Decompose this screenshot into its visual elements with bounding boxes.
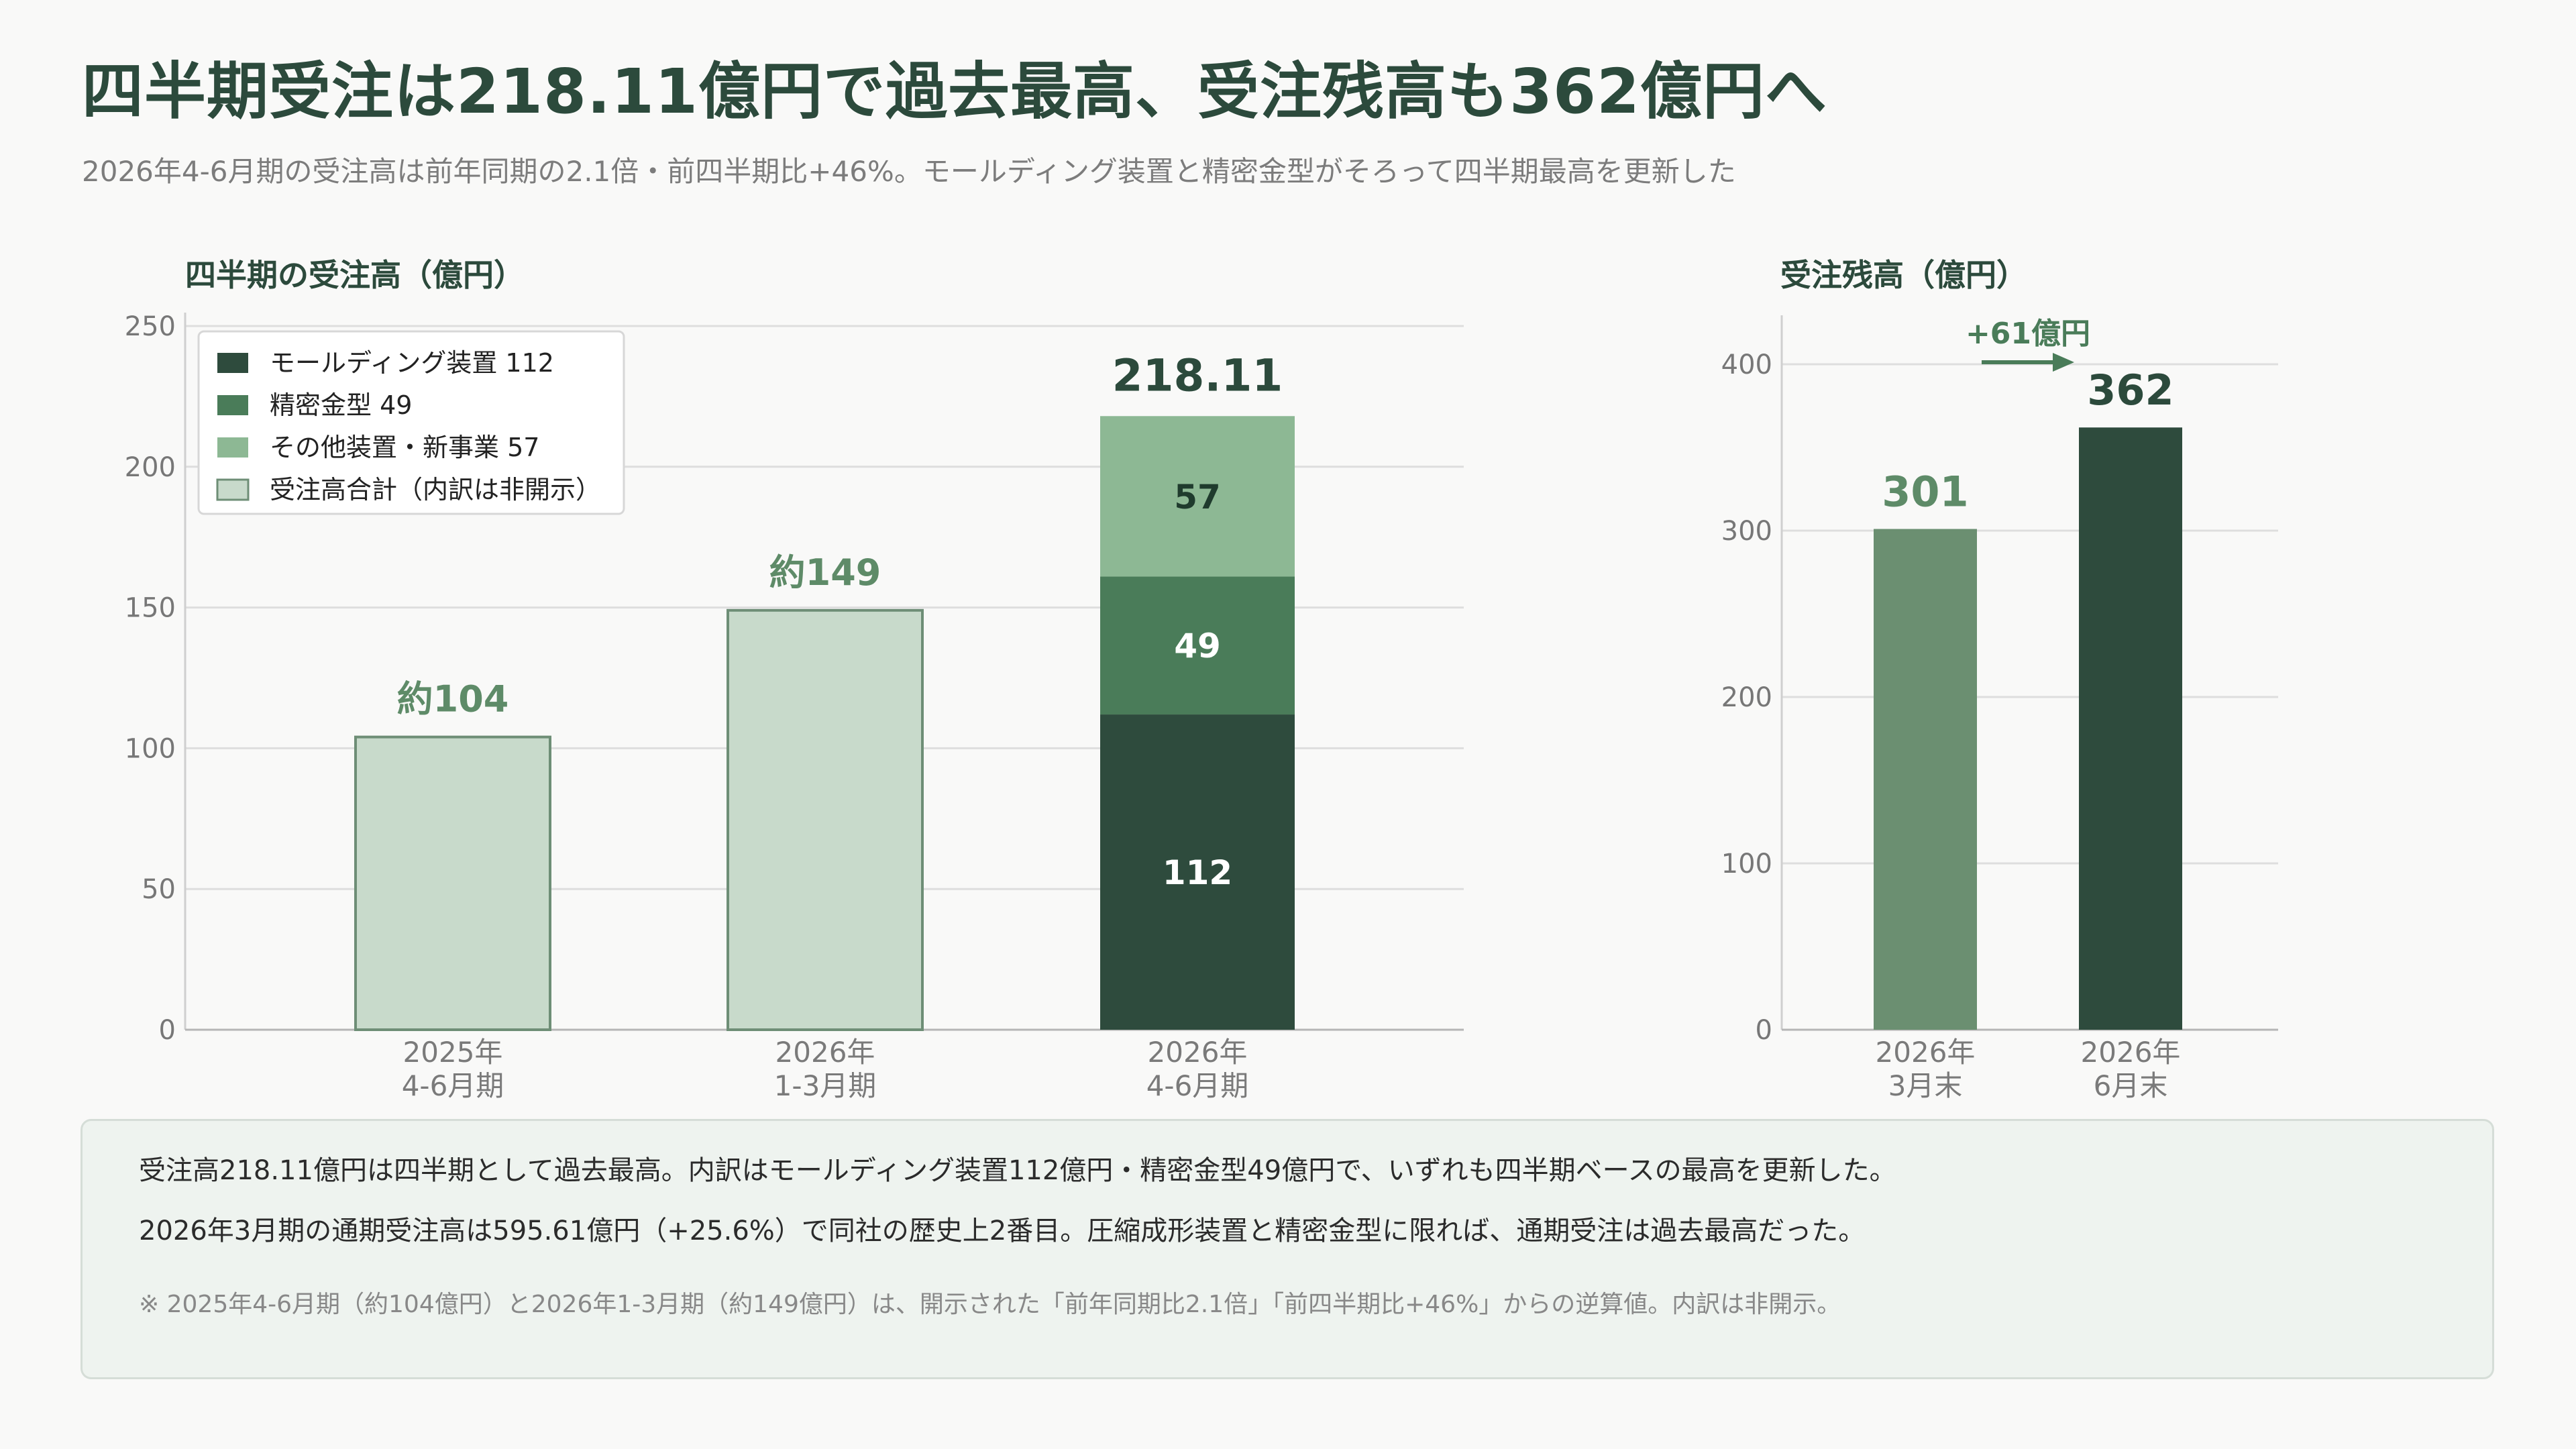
bar-total	[727, 608, 924, 1031]
x-tick-label: 1-3月期	[774, 1069, 877, 1102]
y-tick-label: 400	[1721, 350, 1772, 380]
bar-segment	[1100, 714, 1295, 1030]
x-tick-label: 2026年	[2081, 1036, 2181, 1069]
y-tick-label: 200	[125, 452, 176, 483]
x-tick-label: 6月末	[2094, 1069, 2168, 1102]
backlog-bar	[1874, 529, 1977, 1030]
quarterly-orders-chart-title: 四半期の受注高（億円）	[185, 257, 525, 293]
y-tick-label: 100	[125, 733, 176, 764]
backlog-chart-title: 受注残高（億円）	[1780, 257, 2027, 293]
legend-swatch	[217, 437, 248, 458]
y-tick-label: 150	[125, 593, 176, 624]
delta-arrow-head	[2053, 353, 2074, 372]
y-tick-label: 50	[142, 874, 176, 905]
y-tick-label: 250	[125, 311, 176, 342]
y-tick-label: 100	[1721, 849, 1772, 879]
legend-swatch	[217, 395, 248, 415]
segment-label: 57	[1174, 478, 1221, 517]
x-tick-label: 2026年	[1876, 1036, 1976, 1069]
total-label: 約149	[769, 551, 881, 594]
backlog-value-label: 301	[1882, 468, 1968, 517]
x-tick-label: 2026年	[775, 1036, 875, 1069]
legend-label: 精密金型 49	[270, 390, 412, 420]
total-label: 218.11	[1112, 350, 1283, 401]
y-tick-label: 200	[1721, 682, 1772, 713]
legend-label: 受注高合計（内訳は非開示）	[270, 475, 601, 504]
delta-annotation: +61億円	[1966, 317, 2090, 351]
bar-segment	[1100, 416, 1295, 577]
legend-swatch	[217, 353, 248, 373]
x-tick-label: 2026年	[1148, 1036, 1248, 1069]
y-tick-label: 0	[1756, 1015, 1772, 1046]
x-tick-label: 4-6月期	[1146, 1069, 1249, 1102]
segment-label: 49	[1174, 627, 1221, 665]
legend-label: その他装置・新事業 57	[270, 433, 539, 462]
legend-swatch	[216, 478, 250, 501]
y-tick-label: 0	[159, 1015, 176, 1046]
bar-segment	[1100, 576, 1295, 715]
legend-box	[197, 330, 625, 515]
notes-panel: 受注高218.11億円は四半期として過去最高。内訳はモールディング装置112億円…	[80, 1119, 2494, 1379]
headline: 四半期受注は218.11億円で過去最高、受注残高も362億円へ	[82, 56, 1828, 127]
x-tick-label: 3月末	[1888, 1069, 1963, 1102]
backlog-value-label: 362	[2087, 366, 2174, 415]
note-line-1: 受注高218.11億円は四半期として過去最高。内訳はモールディング装置112億円…	[139, 1155, 1896, 1186]
charts-canvas: 0501001502002502025年4-6月期約1042026年1-3月期約…	[125, 311, 2278, 1102]
x-tick-label: 2025年	[403, 1036, 503, 1069]
subtitle: 2026年4-6月期の受注高は前年同期の2.1倍・前四半期比+46%。モールディ…	[82, 155, 1736, 188]
backlog-bar	[2079, 427, 2182, 1030]
footnote: ※ 2025年4-6月期（約104億円）と2026年1-3月期（約149億円）は…	[139, 1291, 1841, 1318]
total-label: 約104	[397, 678, 509, 720]
bar-total	[354, 735, 551, 1031]
legend-label: モールディング装置 112	[270, 348, 554, 378]
y-tick-label: 300	[1721, 516, 1772, 547]
x-tick-label: 4-6月期	[402, 1069, 504, 1102]
note-line-2: 2026年3月期の通期受注高は595.61億円（+25.6%）で同社の歴史上2番…	[139, 1216, 1866, 1246]
segment-label: 112	[1163, 853, 1232, 892]
